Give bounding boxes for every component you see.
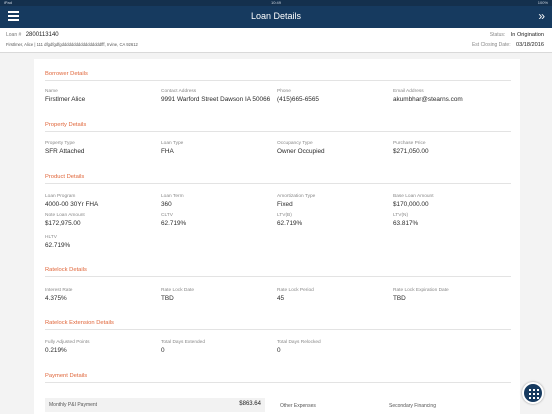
monthly-payment-label: Monthly P&I Payment xyxy=(49,402,98,408)
field-amortization-type: Amortization Type Fixed xyxy=(277,194,316,208)
divider xyxy=(45,131,511,132)
field-base-loan-amount: Base Loan Amount $170,000.00 xyxy=(393,194,434,208)
status-bar: iPad 10:49 100% xyxy=(0,0,552,6)
battery-level: 100% xyxy=(537,0,548,5)
field-cltv: CLTV 62.719% xyxy=(161,213,187,227)
section-title-extension: Ratelock Extension Details xyxy=(45,320,114,326)
field-loan-term: Loan Term 360 xyxy=(161,194,184,208)
field-phone: Phone (415)665-6565 xyxy=(277,89,319,103)
field-contact-address: Contact Address 9991 Warford Street Daws… xyxy=(161,89,271,103)
expand-icon[interactable]: » xyxy=(538,9,545,23)
field-rate-lock-date: Rate Lock Date TBD xyxy=(161,288,195,302)
section-title-payment: Payment Details xyxy=(45,373,88,379)
closing-date: Est Closing Date: 03/18/2016 xyxy=(472,42,544,48)
divider xyxy=(45,382,511,383)
loan-summary-bar: Loan # 2800113140 Firstlmer, Alice | 111… xyxy=(0,28,552,53)
loan-details-panel: Borrower Details Name Firstlmer Alice Co… xyxy=(34,59,520,414)
page-title: Loan Details xyxy=(250,11,302,21)
field-ltv-n: LTV(N) 63.817% xyxy=(393,213,419,227)
divider xyxy=(45,80,511,81)
loan-number: Loan # 2800113140 xyxy=(6,32,59,38)
field-fully-adjusted-points: Fully Adjusted Points 0.219% xyxy=(45,340,90,354)
grid-menu-button[interactable] xyxy=(522,382,544,404)
divider xyxy=(45,276,511,277)
divider xyxy=(45,329,511,330)
secondary-financing-label: Secondary Financing xyxy=(389,403,436,409)
field-property-type: Property Type SFR Attached xyxy=(45,141,85,155)
loan-number-label: Loan # xyxy=(6,32,22,38)
field-hltv: HLTV 62.719% xyxy=(45,235,71,249)
field-total-days-relocked: Total Days Relocked 0 xyxy=(277,340,321,354)
closing-date-label: Est Closing Date: xyxy=(471,42,511,48)
section-title-ratelock: Ratelock Details xyxy=(45,267,87,273)
other-expenses-label: Other Expenses xyxy=(280,403,316,409)
status-time: 10:49 xyxy=(270,0,281,5)
field-rate-lock-expiration: Rate Lock Expiration Date TBD xyxy=(393,288,449,302)
field-occupancy-type: Occupancy Type Owner Occupied xyxy=(277,141,325,155)
section-title-borrower: Borrower Details xyxy=(45,71,88,77)
field-rate-lock-period: Rate Lock Period 45 xyxy=(277,288,314,302)
field-name: Name Firstlmer Alice xyxy=(45,89,86,103)
nav-bar: Loan Details » xyxy=(0,6,552,28)
grid-icon xyxy=(529,389,539,399)
section-title-property: Property Details xyxy=(45,122,87,128)
field-note-loan-amount: Note Loan Amount $172,975.00 xyxy=(45,213,85,227)
loan-number-value: 2800113140 xyxy=(25,32,59,38)
status-label: Status: xyxy=(489,32,506,38)
field-interest-rate: Interest Rate 4.375% xyxy=(45,288,73,302)
closing-date-value: 03/18/2016 xyxy=(516,42,544,48)
field-total-days-extended: Total Days Extended 0 xyxy=(161,340,205,354)
hamburger-icon[interactable] xyxy=(8,11,19,22)
monthly-payment-value: $863.64 xyxy=(239,401,261,407)
field-purchase-price: Purchase Price $271,050.00 xyxy=(393,141,429,155)
field-ltv-b: LTV(B) 62.719% xyxy=(277,213,303,227)
loan-status: Status: In Origination xyxy=(490,32,544,38)
monthly-payment-row: Monthly P&I Payment $863.64 xyxy=(45,398,265,412)
field-email: Email Address akumbhar@stearns.com xyxy=(393,89,463,103)
status-value: In Origination xyxy=(510,32,544,38)
section-title-product: Product Details xyxy=(45,174,85,180)
field-loan-type: Loan Type FHA xyxy=(161,141,184,155)
field-loan-program: Loan Program 4000-00 30Yr FHA xyxy=(45,194,99,208)
divider xyxy=(45,183,511,184)
borrower-address-line: Firstlmer, Alice | 111 dfgdfgdfgdddddddd… xyxy=(6,42,138,47)
device-label: iPad xyxy=(4,0,13,5)
